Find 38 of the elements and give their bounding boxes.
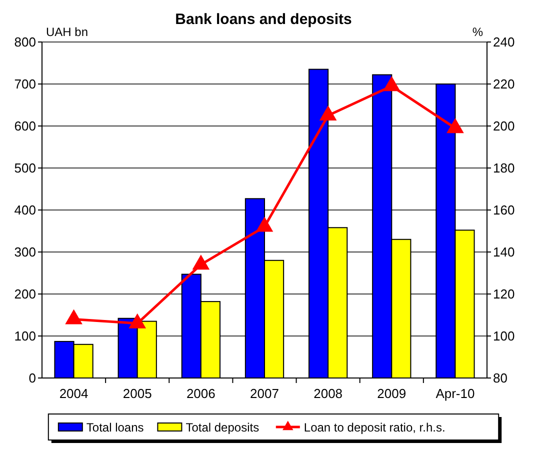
point	[192, 254, 210, 270]
legend-label: Total loans	[86, 420, 144, 434]
legend-label: Total deposits	[186, 420, 260, 434]
y2-tick-label: 100	[493, 328, 515, 344]
point	[446, 118, 464, 134]
x-tick-label: 2008	[314, 386, 343, 401]
y2-tick-label: 120	[493, 286, 515, 302]
y-tick-label: 800	[14, 34, 36, 50]
y2-tick-label: 160	[493, 202, 515, 218]
x-tick-label: 2004	[59, 386, 88, 401]
legend-label: Loan to deposit ratio, r.h.s.	[304, 420, 446, 434]
y-axis-title: UAH bn	[46, 25, 88, 39]
y2-tick-label: 180	[493, 160, 515, 176]
point	[65, 309, 82, 324]
x-tick-label: 2009	[377, 386, 406, 401]
point	[256, 216, 274, 232]
y2-tick-label: 240	[493, 34, 515, 50]
point	[319, 105, 337, 120]
y2-tick-label: 200	[493, 118, 515, 134]
y-tick-label: 100	[14, 328, 36, 344]
x-tick-label: 2005	[122, 386, 152, 401]
y-tick-label: 0	[28, 370, 36, 386]
point	[382, 76, 400, 92]
y2-tick-label: 220	[493, 76, 515, 92]
y-tick-label: 200	[14, 286, 36, 302]
x-tick-label: 2006	[186, 386, 216, 401]
y2-tick-label: 80	[493, 370, 508, 386]
y-tick-label: 500	[14, 160, 36, 176]
y-tick-label: 600	[14, 118, 36, 134]
y-tick-label: 400	[14, 202, 36, 218]
y2-tick-label: 140	[493, 244, 515, 260]
point	[128, 313, 146, 328]
x-tick-label: 2007	[250, 386, 279, 401]
y2-axis-title: %	[472, 25, 484, 39]
y-tick-label: 700	[14, 76, 36, 92]
chart-title: Bank loans and deposits	[175, 11, 352, 28]
x-tick-label: Apr-10	[436, 386, 475, 401]
y-tick-label: 300	[14, 244, 36, 260]
